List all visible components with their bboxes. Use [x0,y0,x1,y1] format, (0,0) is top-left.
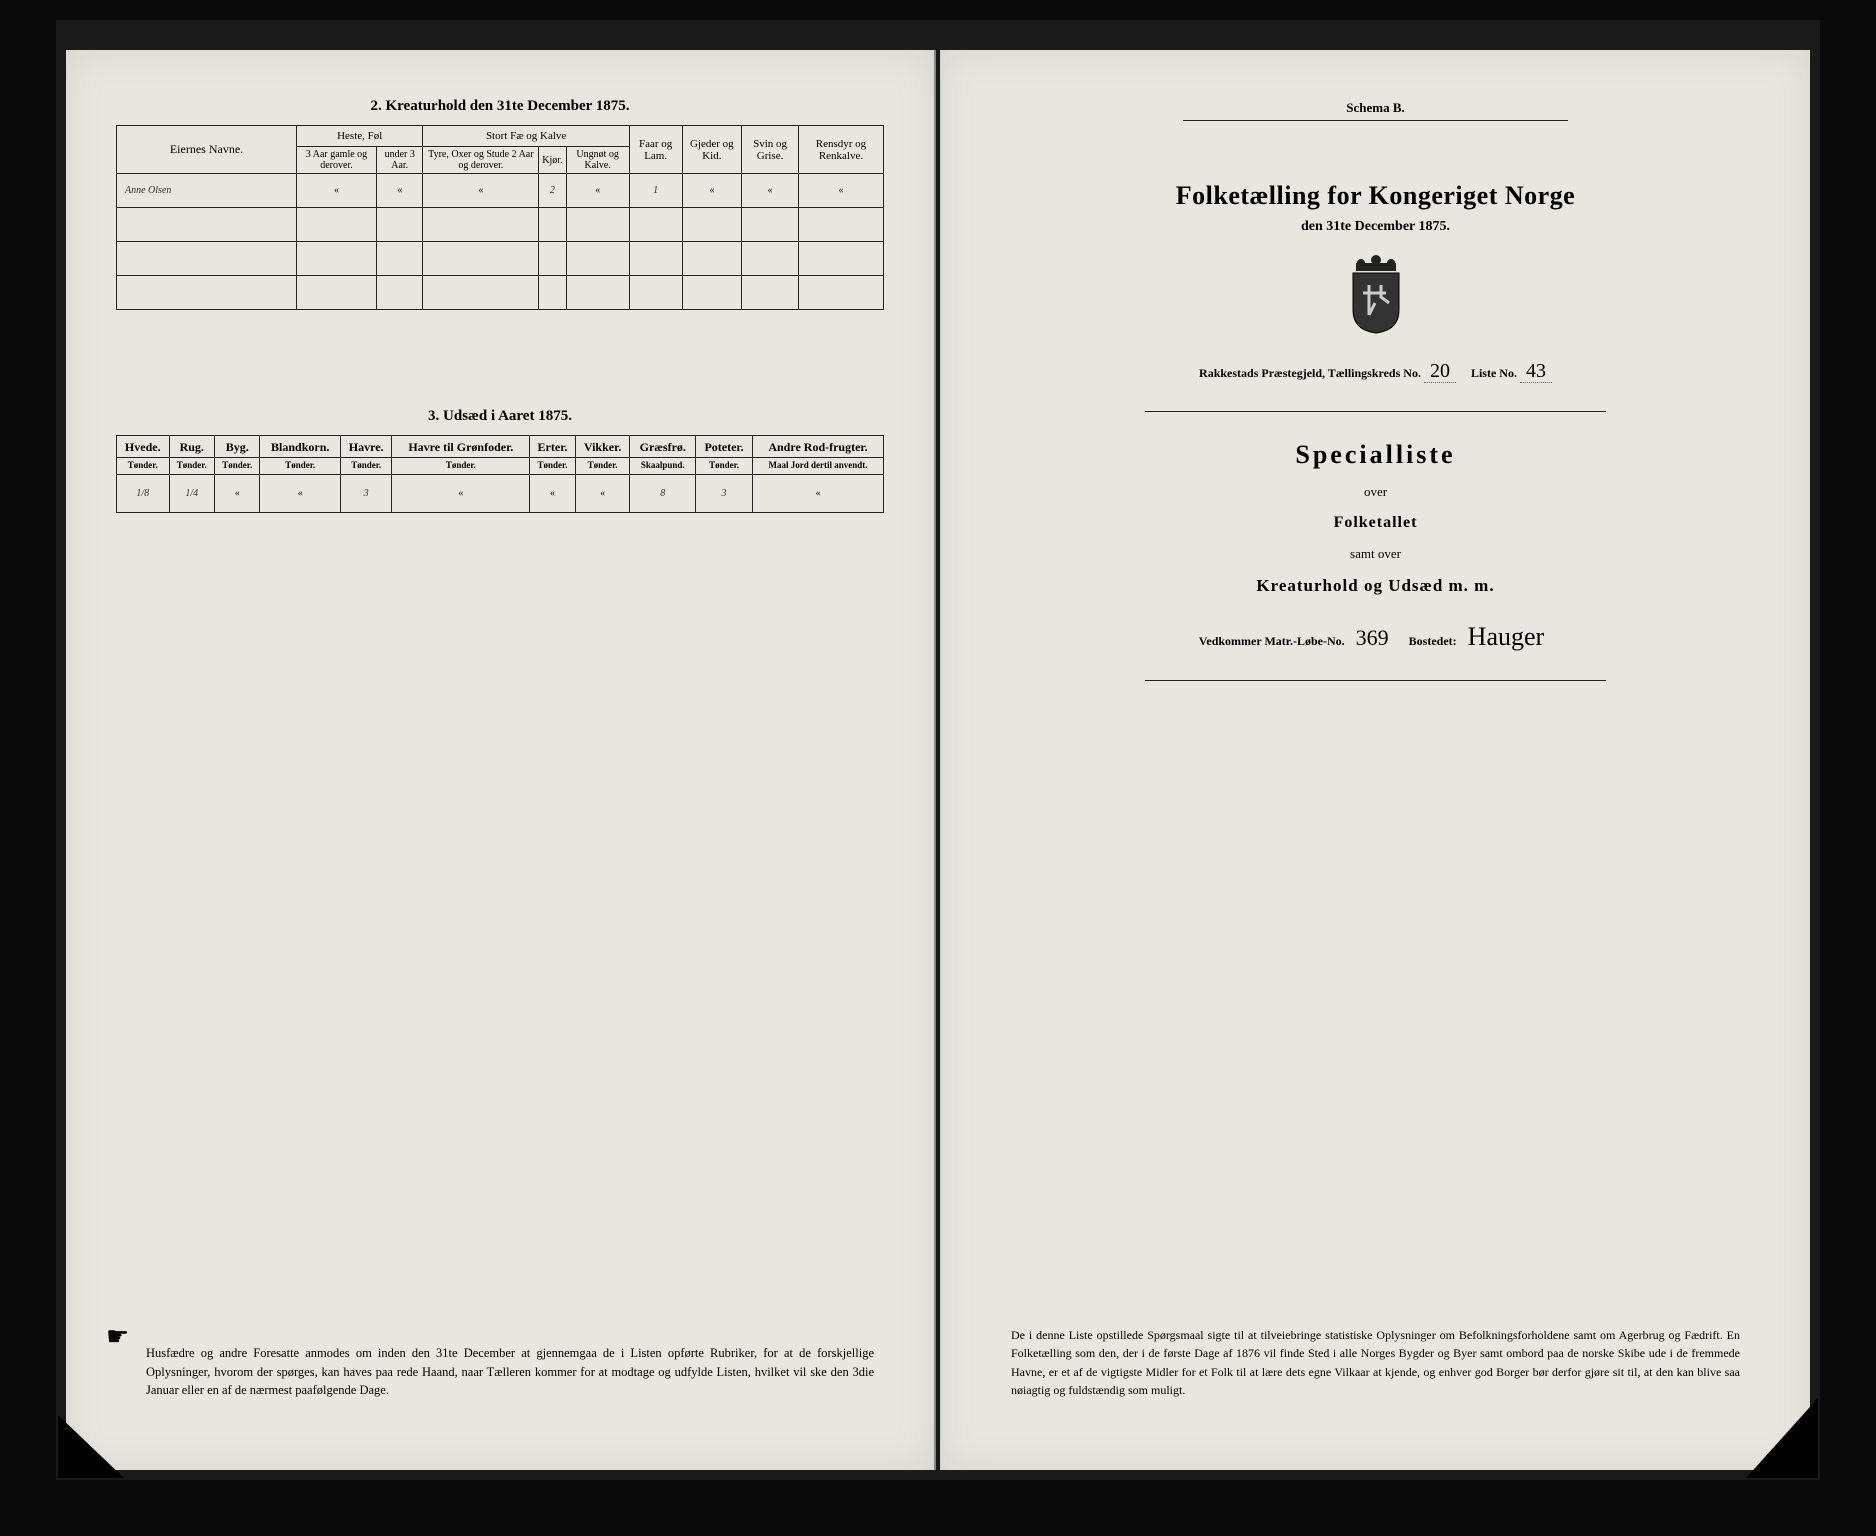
sc-4: Havre. [340,436,391,458]
spec-over: over [991,484,1760,500]
livestock-table: Eiernes Navne. Heste, Føl Stort Fæ og Ka… [116,125,884,310]
rule-1 [1145,411,1606,412]
sc-6: Erter. [530,436,575,458]
su-4: Tønder. [340,458,391,475]
sv-1: 1/4 [169,475,214,513]
owner-name: Anne Olsen [117,174,297,208]
kreds-no: 20 [1424,360,1456,383]
liste-no: 43 [1520,360,1552,383]
su-6: Tønder. [530,458,575,475]
lv-6: « [682,174,742,208]
col-heste-0: 3 Aar gamle og derover. [297,147,377,174]
liste-label: Liste No. [1471,366,1517,380]
section-3-title: 3. Udsæd i Aaret 1875. [116,408,884,425]
section-2-title: 2. Kreaturhold den 31te December 1875. [116,98,884,115]
lv-3: 2 [539,174,566,208]
spec-title: Specialliste [991,440,1760,470]
sv-6: « [530,475,575,513]
lv-1: « [376,174,423,208]
livestock-row: Anne Olsen « « « 2 « 1 « « « [117,174,884,208]
sc-3: Blandkorn. [260,436,340,458]
group-faar: Faar og Lam. [629,126,682,174]
group-stortfae: Stort Fæ og Kalve [423,126,629,147]
seed-header-units: Tønder. Tønder. Tønder. Tønder. Tønder. … [117,458,884,475]
group-gjeder: Gjeder og Kid. [682,126,742,174]
sc-2: Byg. [215,436,260,458]
census-title: Folketælling for Kongeriget Norge [991,181,1760,211]
lv-0: « [297,174,377,208]
spec-samt: samt over [991,546,1760,562]
right-page: Schema B. Folketælling for Kongeriget No… [940,50,1810,1470]
group-svin: Svin og Grise. [742,126,799,174]
sv-9: 3 [696,475,753,513]
col-heste-1: under 3 Aar. [376,147,423,174]
su-2: Tønder. [215,458,260,475]
schema-label: Schema B. [991,100,1760,116]
col-fae-1: Kjør. [539,147,566,174]
sc-10: Andre Rod-frugter. [752,436,883,458]
lv-8: « [798,174,883,208]
su-0: Tønder. [117,458,170,475]
matr-label: Vedkommer Matr.-Løbe-No. [1199,634,1345,648]
sc-1: Rug. [169,436,214,458]
sc-0: Hvede. [117,436,170,458]
owner-header: Eiernes Navne. [117,126,297,174]
lv-7: « [742,174,799,208]
seed-header-crops: Hvede. Rug. Byg. Blandkorn. Havre. Havre… [117,436,884,458]
pointing-hand-icon: ☛ [106,1322,129,1352]
col-fae-2: Ungnøt og Kalve. [566,147,629,174]
group-heste: Heste, Føl [297,126,423,147]
su-10: Maal Jord dertil anvendt. [752,458,883,475]
su-1: Tønder. [169,458,214,475]
lv-2: « [423,174,539,208]
sc-8: Græsfrø. [630,436,696,458]
lv-5: 1 [629,174,682,208]
su-3: Tønder. [260,458,340,475]
group-rensdyr: Rensdyr og Renkalve. [798,126,883,174]
schema-rule [1183,120,1568,121]
sv-7: « [575,475,630,513]
book-spread: 2. Kreaturhold den 31te December 1875. E… [56,20,1820,1480]
sv-2: « [215,475,260,513]
seed-row: 1/8 1/4 « « 3 « « « 8 3 « [117,475,884,513]
sv-8: 8 [630,475,696,513]
page-corner-shadow-right [1698,1398,1818,1478]
page-corner-shadow [58,1408,168,1478]
su-8: Skaalpund. [630,458,696,475]
matr-line: Vedkommer Matr.-Løbe-No. 369 Bostedet: H… [991,622,1760,652]
sc-5: Havre til Grønfoder. [392,436,530,458]
col-fae-0: Tyre, Oxer og Stude 2 Aar og derover. [423,147,539,174]
sv-5: « [392,475,530,513]
coat-of-arms-icon [991,255,1760,340]
su-9: Tønder. [696,458,753,475]
parish-label: Rakkestads Præstegjeld, Tællingskreds No… [1199,366,1421,380]
left-footnote: Husfædre og andre Foresatte anmodes om i… [146,1344,874,1400]
sv-0: 1/8 [117,475,170,513]
lv-4: « [566,174,629,208]
su-7: Tønder. [575,458,630,475]
bosted-value: Hauger [1460,622,1553,651]
bosted-label: Bostedet: [1409,634,1457,648]
parish-line: Rakkestads Præstegjeld, Tællingskreds No… [991,360,1760,383]
spec-kreatur: Kreaturhold og Udsæd m. m. [991,576,1760,596]
sv-3: « [260,475,340,513]
matr-no: 369 [1348,625,1397,650]
right-footnote: De i denne Liste opstillede Spørgsmaal s… [1011,1326,1740,1400]
census-subtitle: den 31te December 1875. [991,219,1760,235]
sc-9: Poteter. [696,436,753,458]
left-page: 2. Kreaturhold den 31te December 1875. E… [66,50,936,1470]
rule-2 [1145,680,1606,681]
sv-4: 3 [340,475,391,513]
sv-10: « [752,475,883,513]
seed-table: Hvede. Rug. Byg. Blandkorn. Havre. Havre… [116,435,884,513]
sc-7: Vikker. [575,436,630,458]
su-5: Tønder. [392,458,530,475]
spec-folketallet: Folketallet [991,514,1760,532]
